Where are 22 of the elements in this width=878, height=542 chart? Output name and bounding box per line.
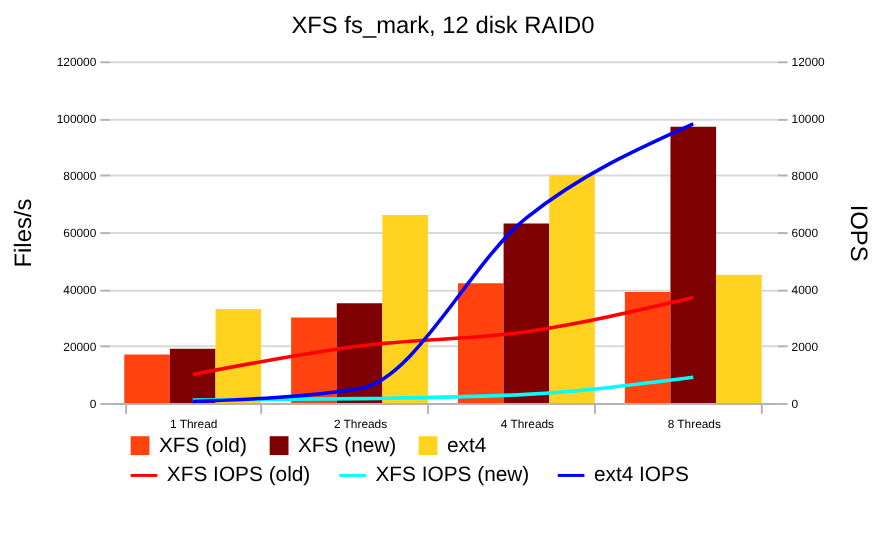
legend-label: XFS IOPS (old) xyxy=(166,465,311,488)
bar xyxy=(169,348,216,403)
legend-label: ext4 xyxy=(446,435,487,458)
bar xyxy=(124,354,170,403)
legend-label: XFS (old) xyxy=(158,435,247,458)
line-series xyxy=(190,295,696,377)
chart-title: XFS fs_mark, 12 disk RAID0 xyxy=(291,11,596,40)
legend-label: ext4 IOPS xyxy=(593,465,689,488)
y2-axis-title: IOPS xyxy=(844,204,873,262)
y-axis-title: Files/s xyxy=(8,198,37,268)
bar xyxy=(670,126,717,403)
bar xyxy=(457,283,504,403)
legend-label: XFS (new) xyxy=(297,435,397,458)
bar xyxy=(382,215,428,403)
line-series xyxy=(190,122,696,404)
bar xyxy=(503,223,550,403)
legend-label: XFS IOPS (new) xyxy=(375,465,530,488)
line-series xyxy=(190,375,696,402)
bar xyxy=(716,274,762,403)
bar xyxy=(549,175,595,403)
bar xyxy=(215,308,262,403)
bar xyxy=(624,291,671,403)
